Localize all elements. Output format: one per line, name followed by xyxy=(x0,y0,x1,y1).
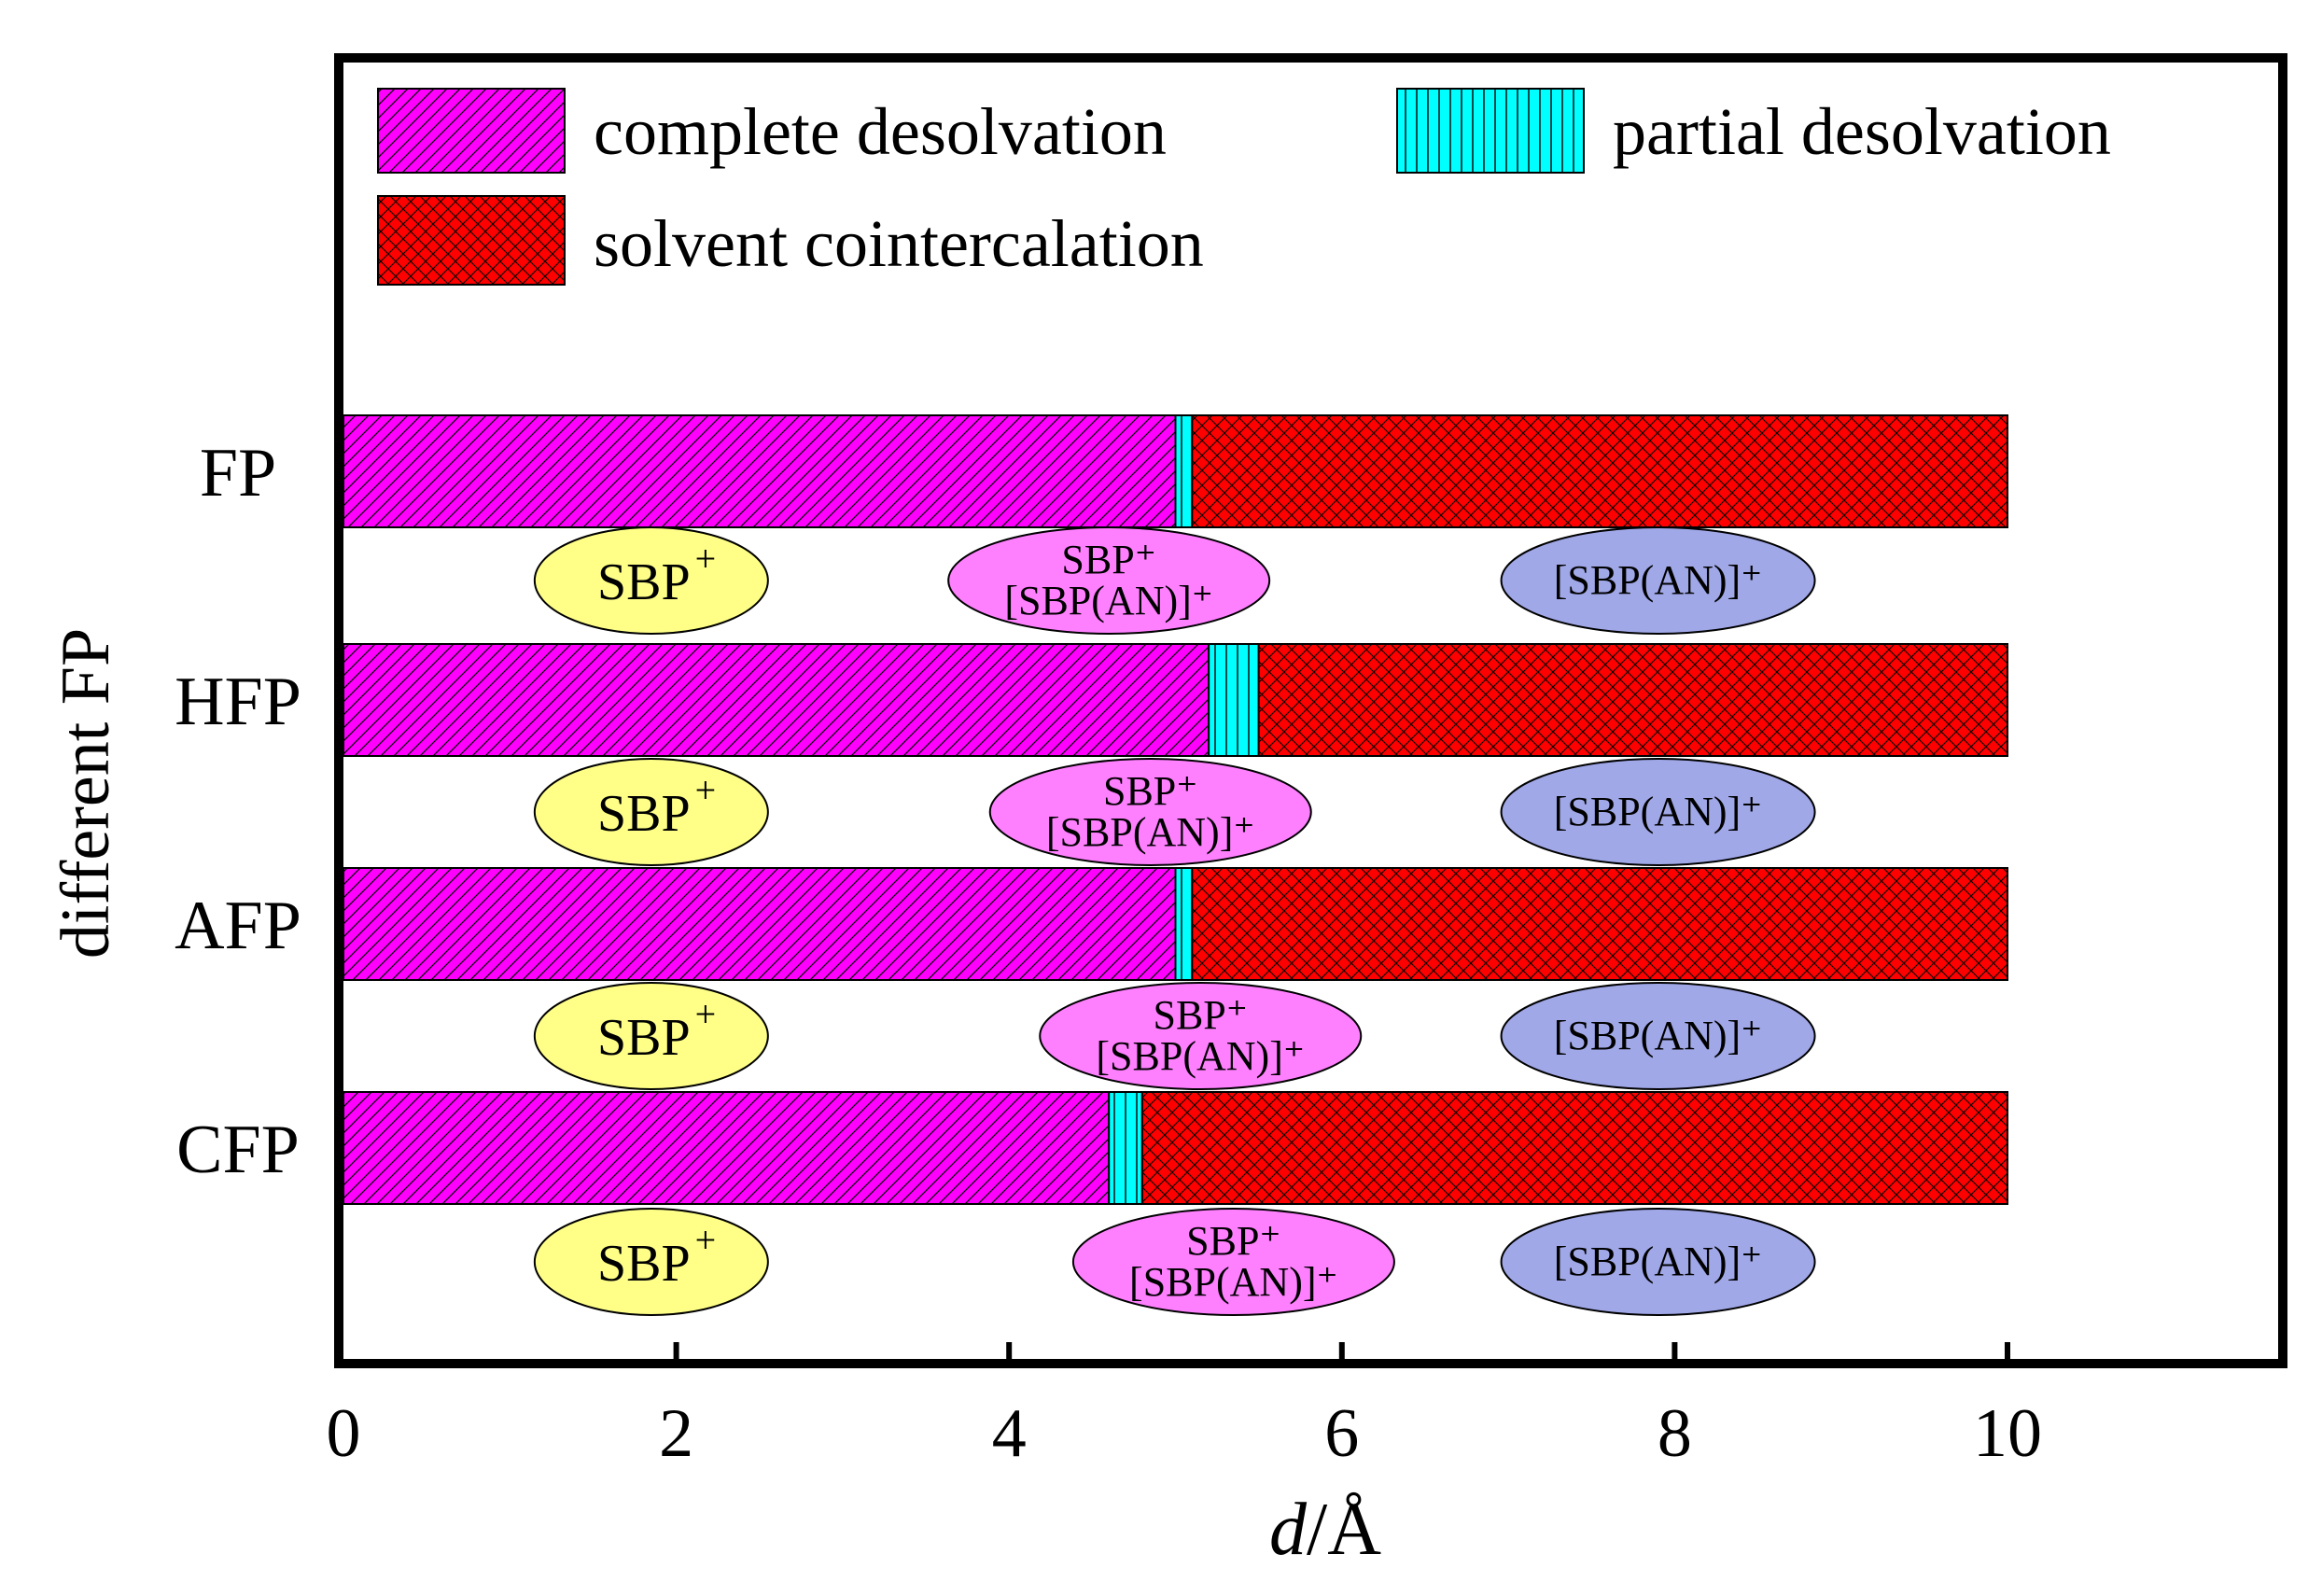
annotation-afp-blue: [SBP(AN)]⁺ xyxy=(1500,982,1816,1090)
annotation-text-line2: [SBP(AN)]⁺ xyxy=(1096,1033,1305,1079)
annotation-ellipse xyxy=(533,758,769,866)
annotation-text: [SBP(AN)]⁺ xyxy=(1554,789,1763,834)
annotation-ellipse xyxy=(533,1208,769,1316)
bar-cfp-partial xyxy=(1108,1091,1143,1205)
annotation-text-line1: SBP⁺ xyxy=(1186,1218,1281,1264)
annotation-text: SBP xyxy=(597,1009,691,1067)
annotation-ellipse xyxy=(533,526,769,635)
bar-afp-complete xyxy=(343,867,1177,981)
annotation-superscript: + xyxy=(695,993,717,1035)
category-label-afp: AFP xyxy=(175,888,301,964)
bar-cfp-complete xyxy=(343,1091,1111,1205)
annotation-text: [SBP(AN)]⁺ xyxy=(1554,1239,1763,1284)
annotation-cfp-pink: SBP⁺[SBP(AN)]⁺ xyxy=(1071,1208,1395,1316)
bar-afp-partial xyxy=(1174,867,1194,981)
annotations-group: SBP + SBP⁺[SBP(AN)]⁺ [SBP(AN)]⁺SBP + SBP⁺[SBP… xyxy=(533,526,1816,1316)
annotation-ellipse xyxy=(1500,758,1816,866)
bar-fp-complete xyxy=(343,414,1177,528)
annotation-text-line1: SBP⁺ xyxy=(1103,768,1198,814)
legend-swatch-complete xyxy=(377,88,566,174)
x-tick-label-2: 2 xyxy=(659,1395,693,1472)
annotation-hfp-blue: [SBP(AN)]⁺ xyxy=(1500,758,1816,866)
y-axis-title: different FP xyxy=(48,628,124,959)
x-tick-label-6: 6 xyxy=(1324,1395,1359,1472)
bars-group xyxy=(343,414,2008,1205)
annotation-hfp-yellow: SBP + xyxy=(533,758,769,866)
category-label-fp: FP xyxy=(200,435,276,511)
annotation-text-line1: SBP⁺ xyxy=(1061,537,1156,582)
annotation-ellipse xyxy=(1500,982,1816,1090)
annotation-text-line2: [SBP(AN)]⁺ xyxy=(1046,809,1255,855)
bar-fp-partial xyxy=(1174,414,1194,528)
annotation-superscript: + xyxy=(695,538,717,580)
annotation-text: SBP xyxy=(597,553,691,611)
x-tick-label-0: 0 xyxy=(327,1395,361,1472)
x-tick-label-8: 8 xyxy=(1658,1395,1692,1472)
annotation-fp-pink: SBP⁺[SBP(AN)]⁺ xyxy=(947,526,1271,635)
annotation-text: [SBP(AN)]⁺ xyxy=(1554,557,1763,603)
legend: complete desolvation partial desolvation… xyxy=(377,88,2111,286)
annotation-text-line1: SBP⁺ xyxy=(1153,992,1248,1038)
bar-hfp-complete xyxy=(343,643,1210,757)
legend-label-complete: complete desolvation xyxy=(594,94,1167,169)
bar-hfp-cointercalation xyxy=(1257,643,2008,757)
annotation-cfp-blue: [SBP(AN)]⁺ xyxy=(1500,1208,1816,1316)
annotation-cfp-yellow: SBP + xyxy=(533,1208,769,1316)
annotation-ellipse xyxy=(1039,982,1363,1090)
annotation-ellipse xyxy=(947,526,1271,635)
annotation-fp-blue: [SBP(AN)]⁺ xyxy=(1500,526,1816,635)
category-label-cfp: CFP xyxy=(176,1112,300,1188)
bar-cfp-cointercalation xyxy=(1140,1091,2008,1205)
plot-frame xyxy=(334,53,2287,1368)
legend-swatch-cointercalation xyxy=(377,195,566,286)
legend-label-partial: partial desolvation xyxy=(1613,94,2111,169)
bar-hfp-partial xyxy=(1208,643,1260,757)
legend-swatch-partial xyxy=(1396,88,1585,174)
bar-afp-cointercalation xyxy=(1191,867,2008,981)
category-label-hfp: HFP xyxy=(175,664,301,740)
x-tick-label-10: 10 xyxy=(1973,1395,2042,1472)
annotation-text: SBP xyxy=(597,785,691,843)
category-labels: FP HFP AFP CFP xyxy=(175,435,301,1188)
annotation-hfp-pink: SBP⁺[SBP(AN)]⁺ xyxy=(988,758,1312,866)
annotation-ellipse xyxy=(988,758,1312,866)
annotation-text: SBP xyxy=(597,1235,691,1293)
annotation-text-line2: [SBP(AN)]⁺ xyxy=(1129,1259,1338,1305)
x-axis-title: d/Å xyxy=(1269,1489,1381,1571)
annotation-superscript: + xyxy=(695,769,717,811)
legend-label-cointercalation: solvent cointercalation xyxy=(594,206,1204,281)
annotation-ellipse xyxy=(1500,1208,1816,1316)
annotation-superscript: + xyxy=(695,1219,717,1261)
annotation-ellipse xyxy=(1071,1208,1395,1316)
annotation-text-line2: [SBP(AN)]⁺ xyxy=(1004,578,1213,623)
x-axis: 0 2 4 6 8 10 xyxy=(327,1342,2042,1472)
annotation-ellipse xyxy=(1500,526,1816,635)
bar-fp-cointercalation xyxy=(1191,414,2008,528)
annotation-fp-yellow: SBP + xyxy=(533,526,769,635)
x-tick-label-4: 4 xyxy=(992,1395,1027,1472)
annotation-text: [SBP(AN)]⁺ xyxy=(1554,1013,1763,1058)
annotation-ellipse xyxy=(533,982,769,1090)
annotation-afp-yellow: SBP + xyxy=(533,982,769,1090)
annotation-afp-pink: SBP⁺[SBP(AN)]⁺ xyxy=(1039,982,1363,1090)
